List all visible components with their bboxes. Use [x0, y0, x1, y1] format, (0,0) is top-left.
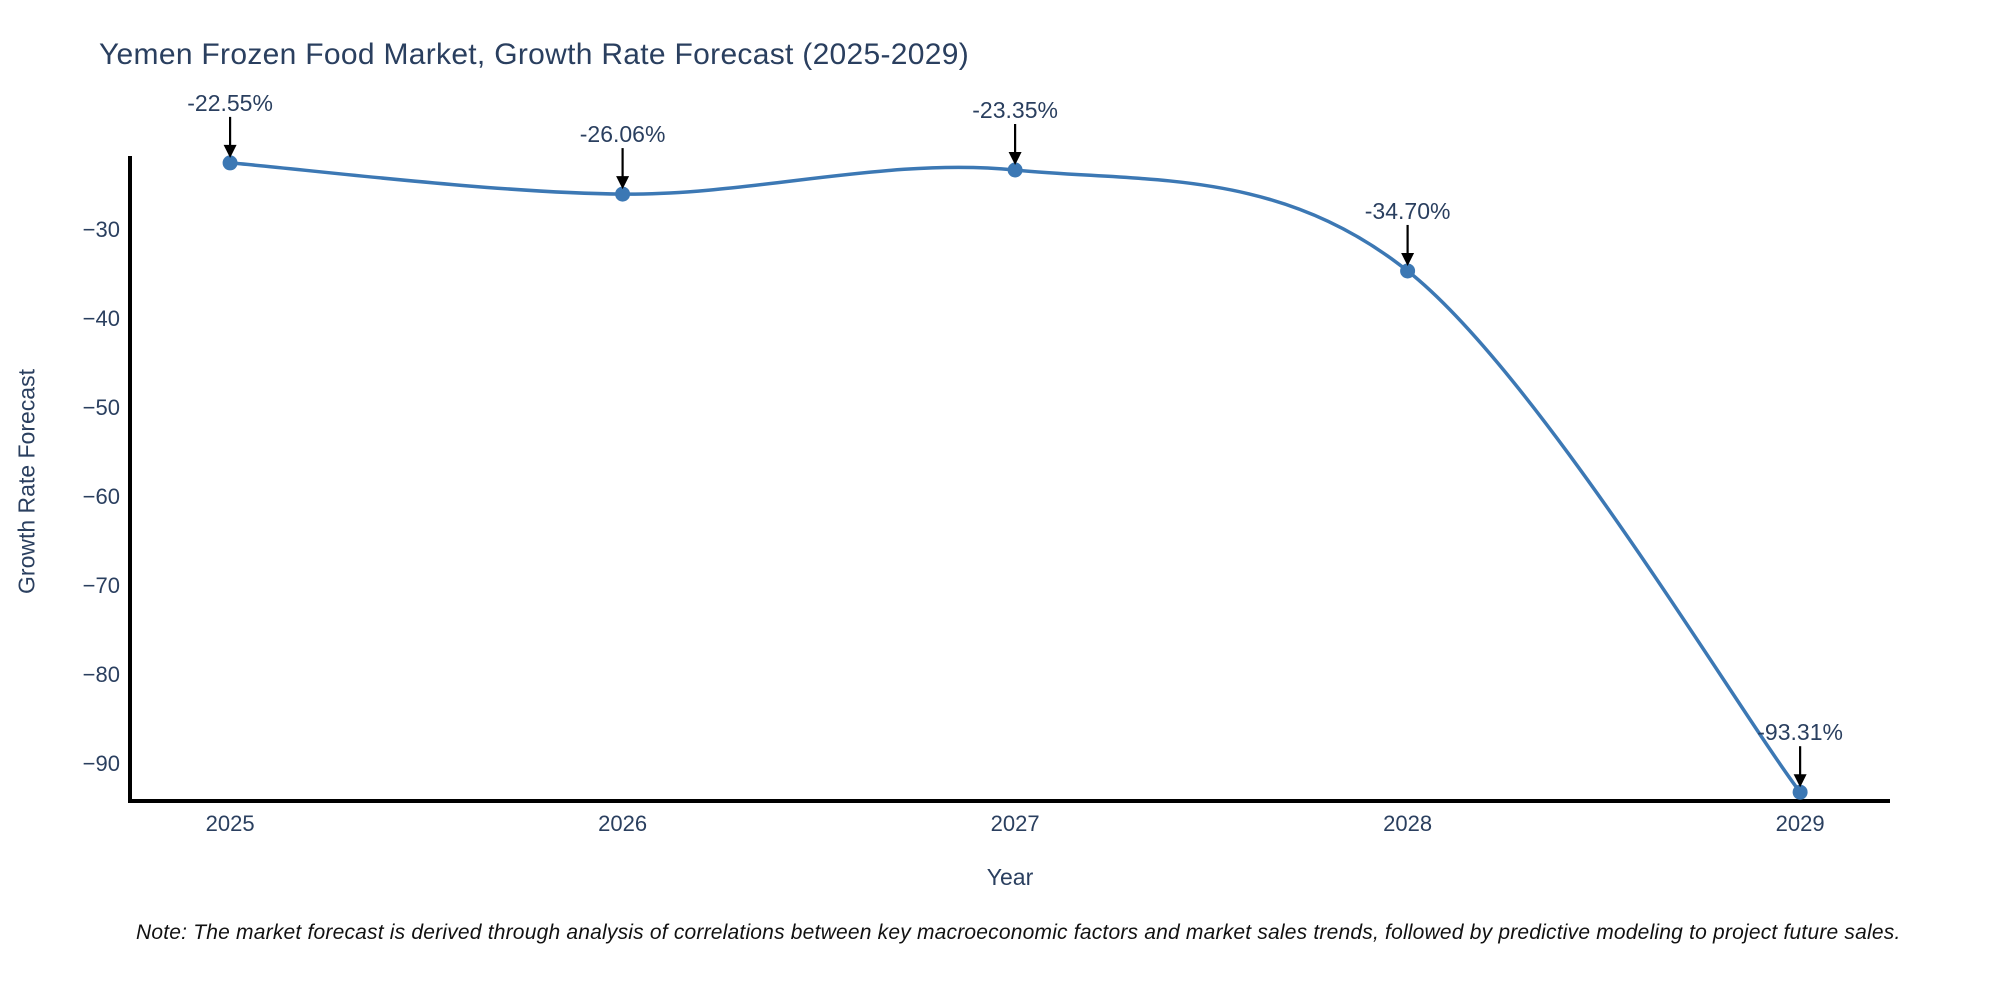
annotation-label: -23.35%	[972, 97, 1058, 123]
x-tick-label: 2028	[1383, 811, 1432, 836]
x-tick-label: 2029	[1776, 811, 1825, 836]
data-point-marker	[1400, 263, 1416, 279]
annotation-label: -22.55%	[187, 90, 273, 116]
data-point-marker	[1007, 162, 1023, 178]
y-tick-label: −40	[83, 306, 120, 331]
annotation-label: -93.31%	[1757, 719, 1843, 745]
x-tick-label: 2025	[206, 811, 255, 836]
x-axis-title: Year	[986, 864, 1034, 890]
data-point-marker	[615, 186, 631, 202]
footnote: Note: The market forecast is derived thr…	[136, 921, 1901, 944]
annotation-label: -26.06%	[580, 121, 666, 147]
y-tick-label: −60	[83, 484, 120, 509]
y-tick-label: −70	[83, 573, 120, 598]
x-tick-label: 2027	[991, 811, 1040, 836]
x-tick-label: 2026	[598, 811, 647, 836]
series-line	[229, 161, 1802, 794]
annotation-arrow-head	[1793, 774, 1807, 788]
annotation-arrow-head	[1008, 152, 1022, 166]
data-point-marker	[1792, 784, 1808, 800]
chart-title: Yemen Frozen Food Market, Growth Rate Fo…	[99, 38, 970, 71]
annotation-arrow-head	[616, 176, 630, 190]
annotation-arrow-head	[223, 144, 237, 158]
y-tick-label: −30	[83, 217, 120, 242]
y-tick-label: −90	[83, 751, 120, 776]
y-tick-label: −50	[83, 395, 120, 420]
data-point-marker	[222, 155, 238, 171]
annotation-arrow-head	[1401, 252, 1415, 266]
y-tick-label: −80	[83, 662, 120, 687]
annotation-label: -34.70%	[1365, 198, 1451, 224]
